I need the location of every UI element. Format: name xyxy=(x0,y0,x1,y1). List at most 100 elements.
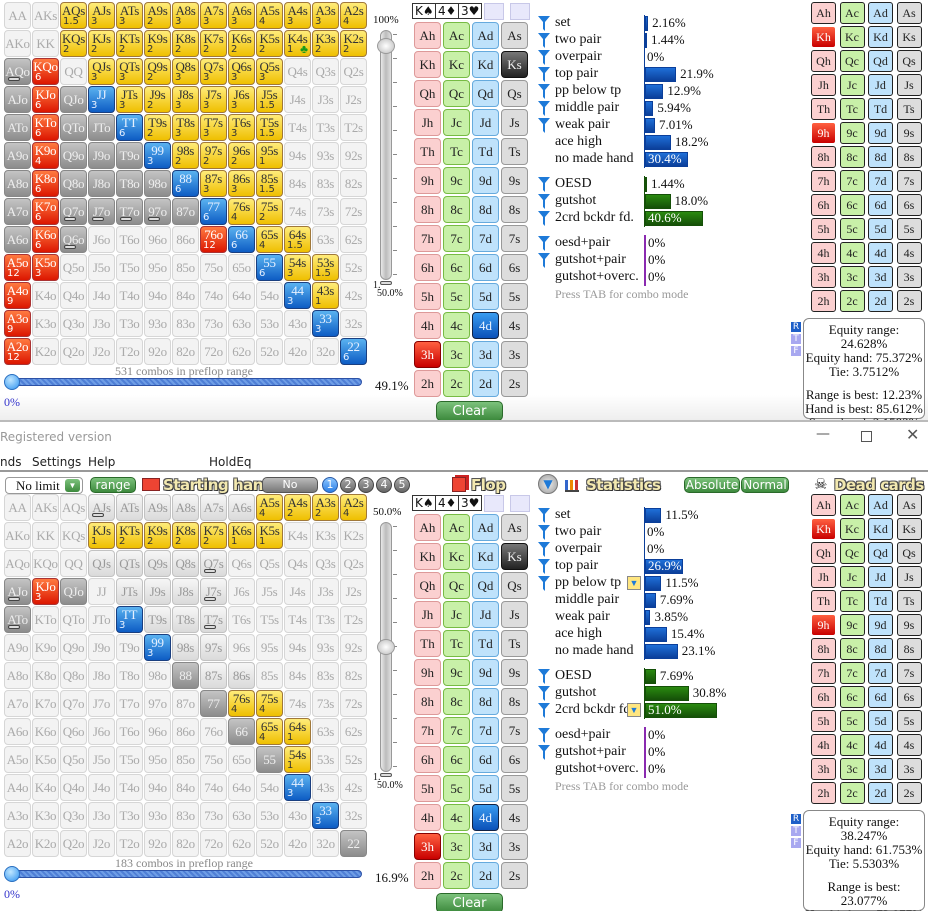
board-card-4d[interactable]: 4d xyxy=(472,804,499,831)
board-card-4d[interactable]: 4d xyxy=(472,312,499,339)
range-cell[interactable]: K3o xyxy=(32,802,59,829)
range-cell[interactable]: T3o xyxy=(116,310,143,337)
range-cell[interactable]: 62s xyxy=(340,226,367,253)
range-cell[interactable]: K4s 1 ♣ xyxy=(284,30,311,57)
range-cell[interactable]: J2o xyxy=(88,338,115,365)
range-cell[interactable]: 33 3 xyxy=(312,802,339,829)
board-card-chip[interactable]: 3♥ xyxy=(458,3,483,19)
range-cell[interactable]: T9s 2 xyxy=(144,114,171,141)
board-card-2h[interactable]: 2h xyxy=(414,862,441,889)
board-card-9d[interactable]: 9d xyxy=(472,659,499,686)
dead-card-Js[interactable]: Js xyxy=(896,74,922,96)
range-slider-knob[interactable] xyxy=(4,866,20,882)
board-card-3s[interactable]: 3s xyxy=(501,833,528,860)
board-card-Ad[interactable]: Ad xyxy=(472,22,499,49)
board-card-Tc[interactable]: Tc xyxy=(443,630,470,657)
board-card-3d[interactable]: 3d xyxy=(472,341,499,368)
range-cell[interactable]: 65s 4 xyxy=(256,718,283,745)
range-cell[interactable]: K8s 2 xyxy=(172,30,199,57)
board-card-2s[interactable]: 2s xyxy=(501,862,528,889)
range-cell[interactable]: 54o xyxy=(256,774,283,801)
range-cell[interactable]: QJo xyxy=(60,86,87,113)
range-cell[interactable]: T8o xyxy=(116,170,143,197)
range-cell[interactable]: 84s xyxy=(284,170,311,197)
dead-card-Ad[interactable]: Ad xyxy=(868,494,893,516)
board-card-4h[interactable]: 4h xyxy=(414,804,441,831)
board-card-5h[interactable]: 5h xyxy=(414,775,441,802)
range-cell[interactable]: 73o xyxy=(200,310,227,337)
board-card-3c[interactable]: 3c xyxy=(443,833,470,860)
range-cell[interactable]: K5o 3 xyxy=(32,254,59,281)
range-cell[interactable]: T5o xyxy=(116,746,143,773)
dead-card-Jc[interactable]: Jc xyxy=(839,74,865,96)
range-cell[interactable]: 93s xyxy=(312,142,339,169)
range-cell[interactable]: Q2o xyxy=(60,830,87,857)
dead-card-Kd[interactable]: Kd xyxy=(868,518,893,540)
funnel-icon[interactable] xyxy=(538,211,550,226)
range-cell[interactable]: Q6s 3 xyxy=(228,58,255,85)
range-cell[interactable]: QQ xyxy=(60,58,87,85)
range-cell[interactable]: T9s xyxy=(144,606,171,633)
range-cell[interactable]: 83s xyxy=(312,170,339,197)
range-cell[interactable]: 97o xyxy=(144,690,171,717)
range-cell[interactable]: J7s xyxy=(200,578,227,605)
clear-button[interactable]: Clear xyxy=(436,893,503,911)
dead-card-Qd[interactable]: Qd xyxy=(868,542,893,564)
range-cell[interactable]: A8o xyxy=(4,662,31,689)
range-cell[interactable]: J9o xyxy=(88,634,115,661)
board-card-Jc[interactable]: Jc xyxy=(443,109,470,136)
range-cell[interactable]: K5o xyxy=(32,746,59,773)
board-card-3h[interactable]: 3h xyxy=(414,341,441,368)
board-card-2h[interactable]: 2h xyxy=(414,370,441,397)
dead-card-9h[interactable]: 9h xyxy=(811,122,836,144)
range-cell[interactable]: Q4o xyxy=(60,774,87,801)
dead-card-6s[interactable]: 6s xyxy=(896,686,922,708)
range-cell[interactable]: AQo xyxy=(4,550,31,577)
range-cell[interactable]: 98s 2 xyxy=(172,142,199,169)
stat-row-gutshot-pair[interactable]: gutshot+pair 0% xyxy=(538,744,798,761)
range-cell[interactable]: K6s 2 xyxy=(228,30,255,57)
range-cell[interactable]: Q6o xyxy=(60,718,87,745)
menu-help[interactable]: Help xyxy=(88,455,116,469)
board-card-8h[interactable]: 8h xyxy=(414,688,441,715)
range-cell[interactable]: 76s 4 xyxy=(228,198,255,225)
range-cell[interactable]: 92o xyxy=(144,338,171,365)
range-cell[interactable]: K3s 2 xyxy=(312,30,339,57)
stat-row-set[interactable]: set 11.5% xyxy=(538,507,798,524)
range-cell[interactable]: AJs xyxy=(88,494,115,521)
range-cell[interactable]: K8o 6 xyxy=(32,170,59,197)
range-cell[interactable]: K6o xyxy=(32,718,59,745)
board-card-7s[interactable]: 7s xyxy=(501,225,528,252)
range-cell[interactable]: 76s 4 xyxy=(228,690,255,717)
range-cell[interactable]: 53s xyxy=(312,746,339,773)
dead-card-6c[interactable]: 6c xyxy=(839,194,865,216)
range-cell[interactable]: 52s xyxy=(340,746,367,773)
dead-card-Th[interactable]: Th xyxy=(811,98,836,120)
range-cell[interactable]: Q6o xyxy=(60,226,87,253)
range-cell[interactable]: 75s 2 xyxy=(256,198,283,225)
range-cell[interactable]: 96s 2 xyxy=(228,142,255,169)
minimize-button[interactable]: — xyxy=(816,426,830,442)
dead-card-7h[interactable]: 7h xyxy=(811,170,836,192)
dead-card-2s[interactable]: 2s xyxy=(896,290,922,312)
dead-card-9s[interactable]: 9s xyxy=(896,614,922,636)
range-cell[interactable]: KJs 2 xyxy=(88,30,115,57)
range-cell[interactable]: JJ 3 xyxy=(88,86,115,113)
dead-card-5d[interactable]: 5d xyxy=(868,710,893,732)
river-slot[interactable] xyxy=(510,495,530,512)
range-cell[interactable]: QTs xyxy=(116,550,143,577)
range-cell[interactable]: A9s xyxy=(144,494,171,521)
range-cell[interactable]: 86o xyxy=(172,226,199,253)
range-cell[interactable]: K2o xyxy=(32,830,59,857)
range-cell[interactable]: Q3o xyxy=(60,802,87,829)
board-card-4s[interactable]: 4s xyxy=(501,312,528,339)
stats-filter-button[interactable]: ▼ xyxy=(538,474,558,494)
dead-card-3h[interactable]: 3h xyxy=(811,266,836,288)
range-cell[interactable]: 95s 1 xyxy=(256,142,283,169)
dead-card-4c[interactable]: 4c xyxy=(839,734,865,756)
range-cell[interactable]: JTo xyxy=(88,606,115,633)
range-cell[interactable]: ATs xyxy=(116,494,143,521)
dead-card-8s[interactable]: 8s xyxy=(896,638,922,660)
stat-row-oesd-pair[interactable]: oesd+pair 0% xyxy=(538,727,798,744)
range-cell[interactable]: 85o xyxy=(172,254,199,281)
